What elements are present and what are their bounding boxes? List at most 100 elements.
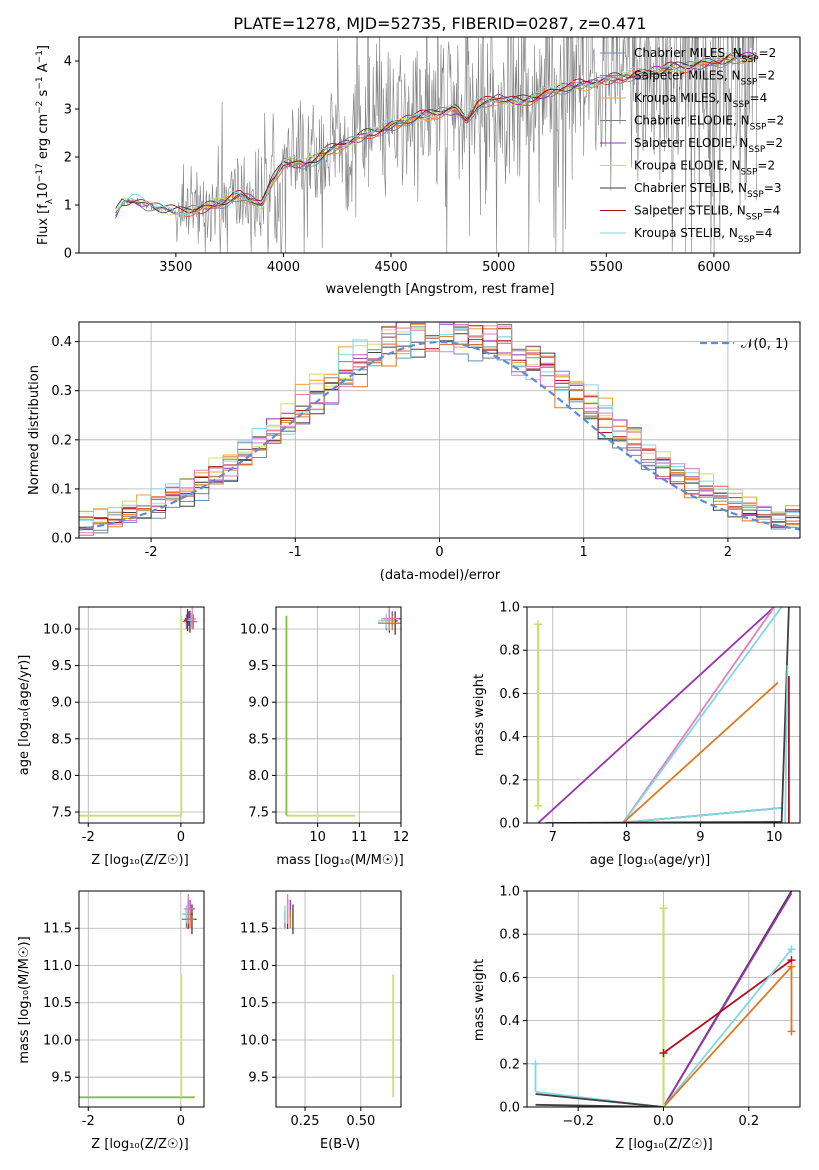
weight_vs_Z-plot-area <box>527 891 800 1107</box>
x-tick-label: 12 <box>393 830 410 845</box>
y-tick-label: 0.4 <box>499 1014 520 1029</box>
y-tick-label: 9.5 <box>248 1071 269 1086</box>
y-tick-label: 10.0 <box>43 1033 72 1048</box>
y-tick-label: 0.4 <box>51 335 72 350</box>
age_vs_Z-axes: -2 0 7.5 8.0 8.5 9.0 9.5 10.0 <box>43 622 185 845</box>
x-tick-label: -2 <box>145 545 158 560</box>
y-tick-label: 11.0 <box>240 959 269 974</box>
residuals-frame <box>78 321 801 539</box>
x-tick-label: 4500 <box>375 260 408 275</box>
y-tick-label: 0.2 <box>499 773 520 788</box>
y-tick-label: 1.0 <box>499 885 520 900</box>
weight_vs_Z-frame <box>526 890 801 1108</box>
x-tick-label: 5500 <box>590 260 623 275</box>
mass_vs_Z-frame <box>78 890 205 1108</box>
weight_vs_age-axes: 7 8 9 10 0.0 0.2 0.4 0.6 0.8 1.0 <box>499 601 782 846</box>
model-line <box>115 52 757 214</box>
y-tick-label: 9.5 <box>51 659 72 674</box>
y-tick-label: 3 <box>64 103 72 118</box>
legend-label: Kroupa ELODIE, NSSP=2 <box>634 159 775 178</box>
x-tick-label: 3500 <box>159 260 192 275</box>
mass_vs_ebv-plot-area <box>276 891 401 1107</box>
legend-label: Salpeter ELODIE, NSSP=2 <box>634 136 783 155</box>
model-line <box>115 55 757 216</box>
y-tick-label: 11.5 <box>43 922 72 937</box>
legend-label: Chabrier ELODIE, NSSP=2 <box>634 114 784 133</box>
mass_vs_ebv-frame <box>275 890 402 1108</box>
y-tick-label: 7.5 <box>248 806 269 821</box>
residuals-plot-area <box>79 322 800 538</box>
legend-label: Kroupa STELIB, NSSP=4 <box>634 226 772 245</box>
weight-line <box>622 607 783 823</box>
legend-label: 𝒩(0, 1) <box>741 337 788 352</box>
weight_vs_Z-axes: −0.2 0.0 0.2 0.0 0.2 0.4 0.6 0.8 1.0 <box>499 885 759 1130</box>
age_vs_Z-plot-area <box>79 607 204 823</box>
y-tick-label: 7.5 <box>51 806 72 821</box>
x-axis-label: Z [log₁₀(Z/Z☉)] <box>91 1137 188 1152</box>
weight-line <box>537 607 775 823</box>
y-tick-label: 1.0 <box>499 601 520 616</box>
y-tick-label: 0.2 <box>51 433 72 448</box>
legend-label: Chabrier MILES, NSSP=2 <box>634 46 776 65</box>
age_vs_Z-frame <box>78 606 205 824</box>
x-axis-label: age [log₁₀(age/yr)] <box>590 853 711 868</box>
x-tick-label: -1 <box>289 545 302 560</box>
y-tick-label: 0.4 <box>499 730 520 745</box>
spectrum-plot-area <box>115 37 757 253</box>
mass_vs_Z-plot-area <box>79 891 204 1107</box>
weight-line <box>784 665 789 823</box>
weight-line <box>780 607 790 823</box>
y-tick-label: 0.8 <box>499 928 520 943</box>
legend-label: Chabrier STELIB, NSSP=3 <box>634 181 782 200</box>
normal-curve <box>79 341 800 531</box>
x-tick-label: 0.50 <box>346 1114 375 1129</box>
y-tick-label: 10.5 <box>43 996 72 1011</box>
y-tick-label: 10.0 <box>240 1033 269 1048</box>
x-tick-label: 0.25 <box>291 1114 320 1129</box>
x-tick-label: 0.2 <box>738 1114 759 1129</box>
spectrum-legend: Chabrier MILES, NSSP=2 Salpeter MILES, NS… <box>600 46 784 245</box>
y-tick-label: 0.3 <box>51 384 72 399</box>
y-tick-label: 0.6 <box>499 687 520 702</box>
x-tick-label: 8 <box>622 830 630 845</box>
y-tick-label: 2 <box>64 151 72 166</box>
x-tick-label: 0 <box>177 830 185 845</box>
age_vs_mass-axes: 10 11 12 7.5 8.0 8.5 9.0 9.5 10.0 <box>240 622 409 845</box>
y-tick-label: 11.5 <box>240 922 269 937</box>
model-line <box>115 52 757 216</box>
y-axis-label: Flux [fλ10−17 erg cm−2 s−1 A−1] <box>35 45 55 245</box>
weight-line <box>662 965 793 1107</box>
y-tick-label: 8.0 <box>51 769 72 784</box>
x-tick-label: 0.0 <box>653 1114 674 1129</box>
x-tick-label: 11 <box>351 830 368 845</box>
y-tick-label: 10.0 <box>240 622 269 637</box>
residuals-axes: -2 -1 0 1 2 0.0 0.1 0.2 0.3 0.4 <box>51 335 732 560</box>
weight_vs_age-frame <box>526 606 801 824</box>
x-tick-label: 4000 <box>267 260 300 275</box>
figure-title: PLATE=1278, MJD=52735, FIBERID=0287, z=0… <box>233 14 646 33</box>
legend-label: Salpeter STELIB, NSSP=4 <box>634 204 780 223</box>
x-tick-label: 0 <box>435 545 443 560</box>
x-axis-label: E(B-V) <box>320 1137 360 1152</box>
weight-line <box>535 1093 664 1107</box>
y-tick-label: 0.1 <box>51 482 72 497</box>
y-tick-label: 8.5 <box>51 732 72 747</box>
y-tick-label: 10.0 <box>43 622 72 637</box>
x-tick-label: -2 <box>82 1114 95 1129</box>
y-tick-label: 11.0 <box>43 959 72 974</box>
mass_vs_Z-axes: -2 0 9.5 10.0 10.5 11.0 11.5 <box>43 922 185 1129</box>
x-tick-label: -2 <box>82 830 95 845</box>
y-axis-label: age [log₁₀(age/yr)] <box>17 655 32 776</box>
spectrum-axes: 3500 4000 4500 5000 5500 6000 0 1 2 3 4 <box>64 55 731 276</box>
y-axis-label: mass weight <box>472 959 487 1041</box>
legend-label: Kroupa MILES, NSSP=4 <box>634 91 767 110</box>
x-tick-label: 5000 <box>482 260 515 275</box>
y-axis-label: mass weight <box>472 674 487 756</box>
y-tick-label: 0.6 <box>499 971 520 986</box>
x-tick-label: 1 <box>580 545 588 560</box>
y-tick-label: 0.0 <box>499 817 520 832</box>
x-tick-label: 9 <box>696 830 704 845</box>
spectrum-frame <box>78 36 801 254</box>
y-tick-label: 4 <box>64 55 72 70</box>
